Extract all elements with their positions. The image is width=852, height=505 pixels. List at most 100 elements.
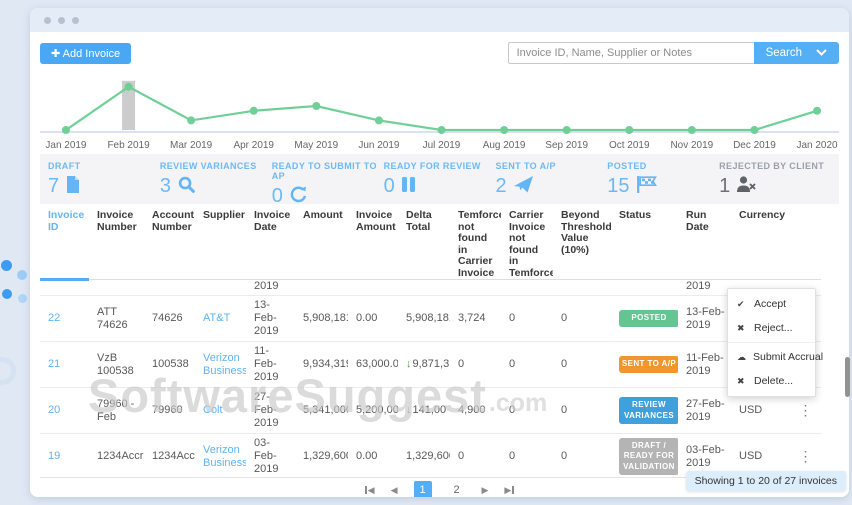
column-header-invoice-id[interactable]: Invoice ID	[40, 204, 89, 281]
checkered-flag-icon	[636, 175, 657, 198]
invoice-id-link[interactable]: 19	[40, 433, 89, 477]
arrow-down-icon: ↓	[406, 404, 412, 416]
summary-posted[interactable]: POSTED 15	[607, 161, 719, 199]
check-icon: ✔	[737, 298, 745, 309]
toolbar: ✚ Add Invoice Search	[40, 42, 839, 64]
chevron-down-icon[interactable]	[816, 47, 827, 59]
app-window: ✚ Add Invoice Search Jan 2019 Feb 2019 Mar…	[30, 8, 850, 497]
column-header-status[interactable]: Status	[611, 204, 678, 280]
summary-sent-to-ap[interactable]: SENT TO A/P 2	[495, 161, 556, 197]
chart-x-label: Aug 2019	[483, 140, 526, 151]
invoice-id-link[interactable]: 20	[40, 387, 89, 434]
document-icon	[66, 175, 80, 198]
chart-x-label: Mar 2019	[170, 140, 213, 151]
pause-icon	[401, 176, 415, 197]
summary-review-variances[interactable]: REVIEW VARIANCES 3	[159, 161, 257, 198]
decor-dot	[18, 294, 27, 303]
table-scrollbar[interactable]	[845, 357, 850, 397]
x-icon: ✖	[737, 375, 745, 386]
window-control-icon[interactable]	[44, 16, 51, 24]
page-button-1[interactable]: 1	[413, 481, 432, 497]
chart-x-label: Jul 2019	[423, 140, 461, 151]
window-control-icon[interactable]	[72, 16, 79, 24]
supplier-link[interactable]: Verizon Business	[195, 341, 246, 388]
first-page-button[interactable]: ◀	[364, 485, 375, 496]
summary-ready-for-review[interactable]: READY FOR REVIEW 0	[383, 161, 481, 197]
invoice-id-link[interactable]: 22	[40, 295, 89, 342]
menu-item-reject[interactable]: ✖ Reject...	[737, 322, 793, 334]
person-x-icon	[737, 176, 756, 197]
chart-x-label: Feb 2019	[107, 140, 150, 151]
table-row[interactable]: 22 ATT 74626 74626 AT&T 13-Feb-2019 5,90…	[40, 295, 821, 342]
chart-x-label: Dec 2019	[733, 140, 776, 151]
chart-x-label: Jan 2020	[796, 140, 838, 151]
menu-divider	[728, 342, 815, 343]
column-header-temforce-not-found[interactable]: Temforce not found in Carrier Invoice	[450, 204, 501, 280]
status-badge: POSTED	[619, 310, 678, 327]
status-badge: SENT TO A/P	[619, 356, 678, 373]
invoice-id-link[interactable]: 21	[40, 341, 89, 388]
arrow-down-icon: ↓	[406, 358, 412, 370]
main-content: ✚ Add Invoice Search Jan 2019 Feb 2019 Mar…	[30, 32, 849, 497]
chart-x-label: Jan 2019	[45, 140, 87, 151]
supplier-link[interactable]: Colt	[195, 387, 246, 434]
chart-x-label: May 2019	[294, 140, 338, 151]
status-badge: DRAFT / READY FOR VALIDATION	[619, 437, 678, 476]
last-page-button[interactable]: ▶	[504, 485, 515, 496]
page-button-2[interactable]: 2	[453, 484, 460, 496]
column-header-currency[interactable]: Currency	[731, 204, 786, 280]
column-header-invoice-amount[interactable]: Invoice Amount	[348, 204, 398, 280]
plus-icon: ✚	[51, 47, 63, 60]
summary-rejected-by-client[interactable]: REJECTED BY CLIENT 1	[719, 161, 825, 197]
menu-item-submit-accrual[interactable]: ☁ Submit Accrual	[737, 351, 824, 363]
status-summary-bar: DRAFT 7 REVIEW VARIANCES 3 READY TO SUBM…	[40, 154, 839, 207]
search-button[interactable]: Search	[753, 42, 839, 64]
prev-page-button[interactable]: ◀	[390, 484, 398, 495]
column-header-delta-total[interactable]: Delta Total	[398, 204, 450, 280]
chart-x-label: Nov 2019	[670, 140, 713, 151]
table-header-row: Invoice ID Invoice Number Account Number…	[40, 204, 821, 281]
column-header-supplier[interactable]: Supplier	[195, 204, 246, 280]
menu-item-delete[interactable]: ✖ Delete...	[737, 375, 794, 387]
decor-dot	[2, 289, 12, 299]
chart-x-label: Oct 2019	[609, 140, 650, 151]
pagination: ◀ ◀ 1 2 ▶ ▶	[40, 477, 839, 497]
menu-item-accept[interactable]: ✔ Accept	[737, 298, 787, 310]
decor-ring	[0, 357, 16, 385]
column-header-run-date[interactable]: Run Date	[678, 204, 731, 280]
table-row[interactable]: 20 79960 - Feb 79960 Colt 27-Feb-2019 5,…	[40, 387, 821, 434]
chart-x-label: Apr 2019	[233, 140, 274, 151]
decor-dot	[17, 270, 27, 280]
column-header-account-number[interactable]: Account Number	[144, 204, 195, 280]
search-input[interactable]	[507, 42, 754, 64]
add-invoice-button[interactable]: ✚ Add Invoice	[40, 42, 132, 64]
column-header-beyond-threshold[interactable]: Beyond Threshold Value (10%)	[553, 204, 611, 280]
invoice-trend-chart[interactable]: Jan 2019 Feb 2019 Mar 2019 Apr 2019 May 2019…	[40, 68, 839, 152]
chart-x-label: Jun 2019	[358, 140, 400, 151]
column-header-amount[interactable]: Amount	[295, 204, 348, 280]
invoice-table: Invoice ID Invoice Number Account Number…	[40, 204, 839, 477]
table-row[interactable]: 21 VzB 100538 100538 Verizon Business 11…	[40, 341, 821, 388]
table-row[interactable]: 19 1234Accr 1234Accr Verizon Business 03…	[40, 433, 821, 477]
column-header-invoice-number[interactable]: Invoice Number	[89, 204, 144, 280]
row-menu-icon[interactable]: ⋮	[786, 433, 821, 477]
supplier-link[interactable]: Verizon Business	[195, 433, 246, 477]
decor-dot	[1, 260, 12, 271]
column-header-carrier-not-found[interactable]: Carrier Invoice not found in Temforce	[501, 204, 553, 280]
chart-x-label: Sep 2019	[545, 140, 588, 151]
summary-draft[interactable]: DRAFT 7	[48, 161, 81, 198]
cloud-icon: ☁	[737, 351, 746, 362]
showing-count-badge: Showing 1 to 20 of 27 invoices	[685, 471, 846, 491]
next-page-button[interactable]: ▶	[481, 484, 489, 495]
column-header-invoice-date[interactable]: Invoice Date	[246, 204, 295, 280]
refresh-icon	[290, 185, 308, 208]
status-badge: REVIEW VARIANCES	[619, 397, 678, 424]
x-icon: ✖	[737, 322, 745, 333]
summary-ready-to-submit[interactable]: READY TO SUBMIT TO AP 0	[271, 161, 377, 207]
search-icon	[178, 176, 195, 198]
row-context-menu: ✔ Accept ✖ Reject... ☁ Submit Accrual ✖ …	[727, 288, 824, 397]
window-control-icon[interactable]	[58, 16, 65, 24]
search-group: Search	[507, 42, 839, 64]
table-row-partial-top[interactable]: 2019 2019	[40, 279, 821, 296]
supplier-link[interactable]: AT&T	[195, 295, 246, 342]
